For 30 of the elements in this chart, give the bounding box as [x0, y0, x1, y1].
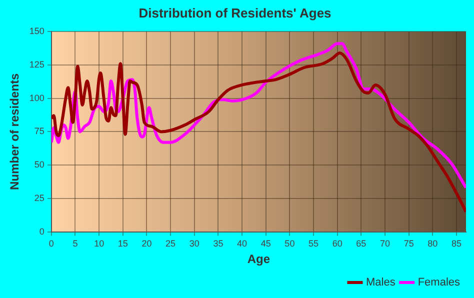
x-tick-label: 10	[94, 238, 104, 249]
x-tick-label: 80	[428, 238, 438, 249]
legend-label: Females	[418, 276, 460, 289]
x-tick-label: 15	[118, 238, 128, 249]
x-tick-label: 60	[332, 238, 342, 249]
x-tick-label: 55	[308, 238, 319, 249]
x-tick-label: 35	[213, 238, 224, 249]
x-tick-label: 40	[237, 238, 248, 249]
x-tick-label: 50	[284, 238, 295, 249]
x-tick-label: 75	[404, 238, 414, 249]
chart-title: Distribution of Residents' Ages	[138, 5, 332, 20]
y-tick-label: 25	[34, 192, 44, 203]
x-tick-label: 85	[451, 238, 462, 249]
y-tick-label: 100	[29, 92, 44, 103]
legend-label: Males	[366, 276, 396, 289]
x-tick-label: 0	[48, 238, 54, 249]
y-tick-label: 75	[34, 126, 44, 136]
x-axis-title: Age	[247, 252, 270, 266]
x-tick-label: 20	[142, 238, 152, 249]
x-tick-label: 70	[380, 238, 390, 249]
y-tick-label: 125	[29, 59, 44, 70]
y-tick-label: 150	[29, 26, 44, 36]
x-tick-label: 45	[260, 238, 271, 249]
x-tick-label: 65	[356, 238, 366, 249]
y-tick-label: 50	[34, 160, 44, 170]
x-tick-label: 30	[189, 238, 200, 249]
x-tick-label: 5	[72, 238, 78, 249]
y-axis-title: Number of residents	[8, 73, 22, 190]
x-tick-label: 25	[166, 238, 176, 249]
y-tick-label: 0	[39, 226, 44, 236]
